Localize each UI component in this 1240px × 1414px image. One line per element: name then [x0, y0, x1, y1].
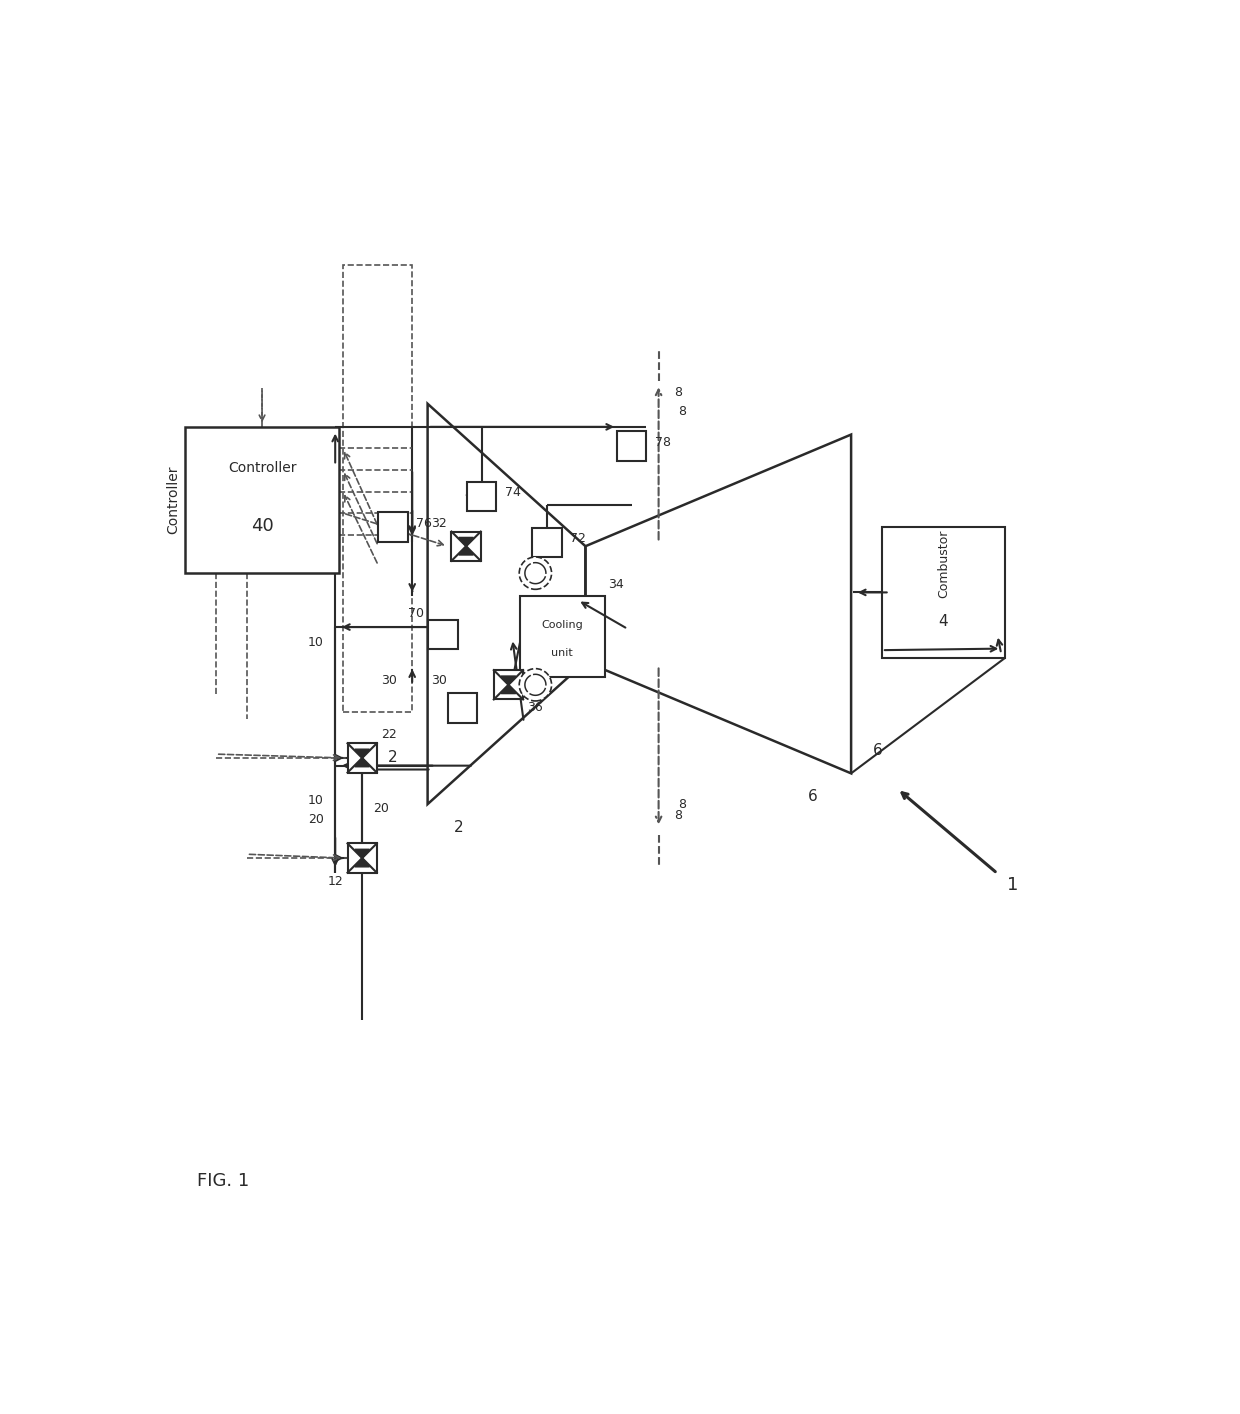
Text: Cooling: Cooling: [542, 619, 583, 629]
Bar: [428, 621, 458, 649]
Bar: [467, 482, 496, 510]
Polygon shape: [459, 546, 474, 554]
Text: unit: unit: [552, 648, 573, 658]
Text: Controller: Controller: [166, 465, 181, 534]
Text: 2: 2: [388, 751, 398, 765]
Polygon shape: [355, 749, 370, 758]
Text: 70: 70: [408, 607, 424, 619]
Text: 78: 78: [655, 436, 671, 448]
Text: 74: 74: [505, 486, 521, 499]
Bar: [378, 512, 408, 542]
Bar: [882, 527, 1006, 658]
Text: 40: 40: [250, 518, 274, 536]
Text: 10: 10: [308, 793, 324, 807]
Circle shape: [520, 669, 552, 701]
Bar: [532, 527, 562, 557]
Bar: [343, 266, 412, 711]
Bar: [494, 670, 523, 700]
Bar: [451, 532, 481, 561]
Text: 72: 72: [570, 532, 587, 544]
Text: 30: 30: [432, 674, 448, 687]
Bar: [185, 427, 339, 573]
Text: 6: 6: [873, 742, 883, 758]
Bar: [347, 744, 377, 772]
Bar: [347, 843, 377, 872]
Text: 6: 6: [807, 789, 817, 805]
Text: 8: 8: [678, 797, 686, 810]
Text: Combustor: Combustor: [937, 529, 950, 598]
Polygon shape: [355, 758, 370, 766]
Text: 8: 8: [673, 386, 682, 399]
Text: 4: 4: [939, 614, 949, 629]
Polygon shape: [501, 676, 516, 684]
Text: 30: 30: [381, 674, 397, 687]
Polygon shape: [501, 684, 516, 694]
Text: 2: 2: [454, 820, 464, 834]
Text: 32: 32: [432, 516, 448, 530]
Text: 12: 12: [327, 875, 343, 888]
Text: 8: 8: [678, 404, 686, 419]
Circle shape: [520, 557, 552, 590]
Text: 20: 20: [373, 802, 389, 814]
Text: 20: 20: [308, 813, 324, 826]
Text: 76: 76: [417, 516, 432, 530]
Text: 34: 34: [609, 578, 624, 591]
Text: 36: 36: [527, 701, 543, 714]
Bar: [520, 597, 605, 677]
Text: FIG. 1: FIG. 1: [197, 1172, 249, 1191]
Polygon shape: [459, 537, 474, 546]
Text: 1: 1: [1007, 877, 1018, 894]
Bar: [618, 431, 646, 461]
Text: 22: 22: [381, 728, 397, 741]
Polygon shape: [355, 858, 370, 867]
Polygon shape: [355, 850, 370, 858]
Text: Controller: Controller: [228, 461, 296, 475]
Text: 8: 8: [673, 809, 682, 822]
Bar: [448, 693, 477, 723]
Text: 10: 10: [308, 636, 324, 649]
